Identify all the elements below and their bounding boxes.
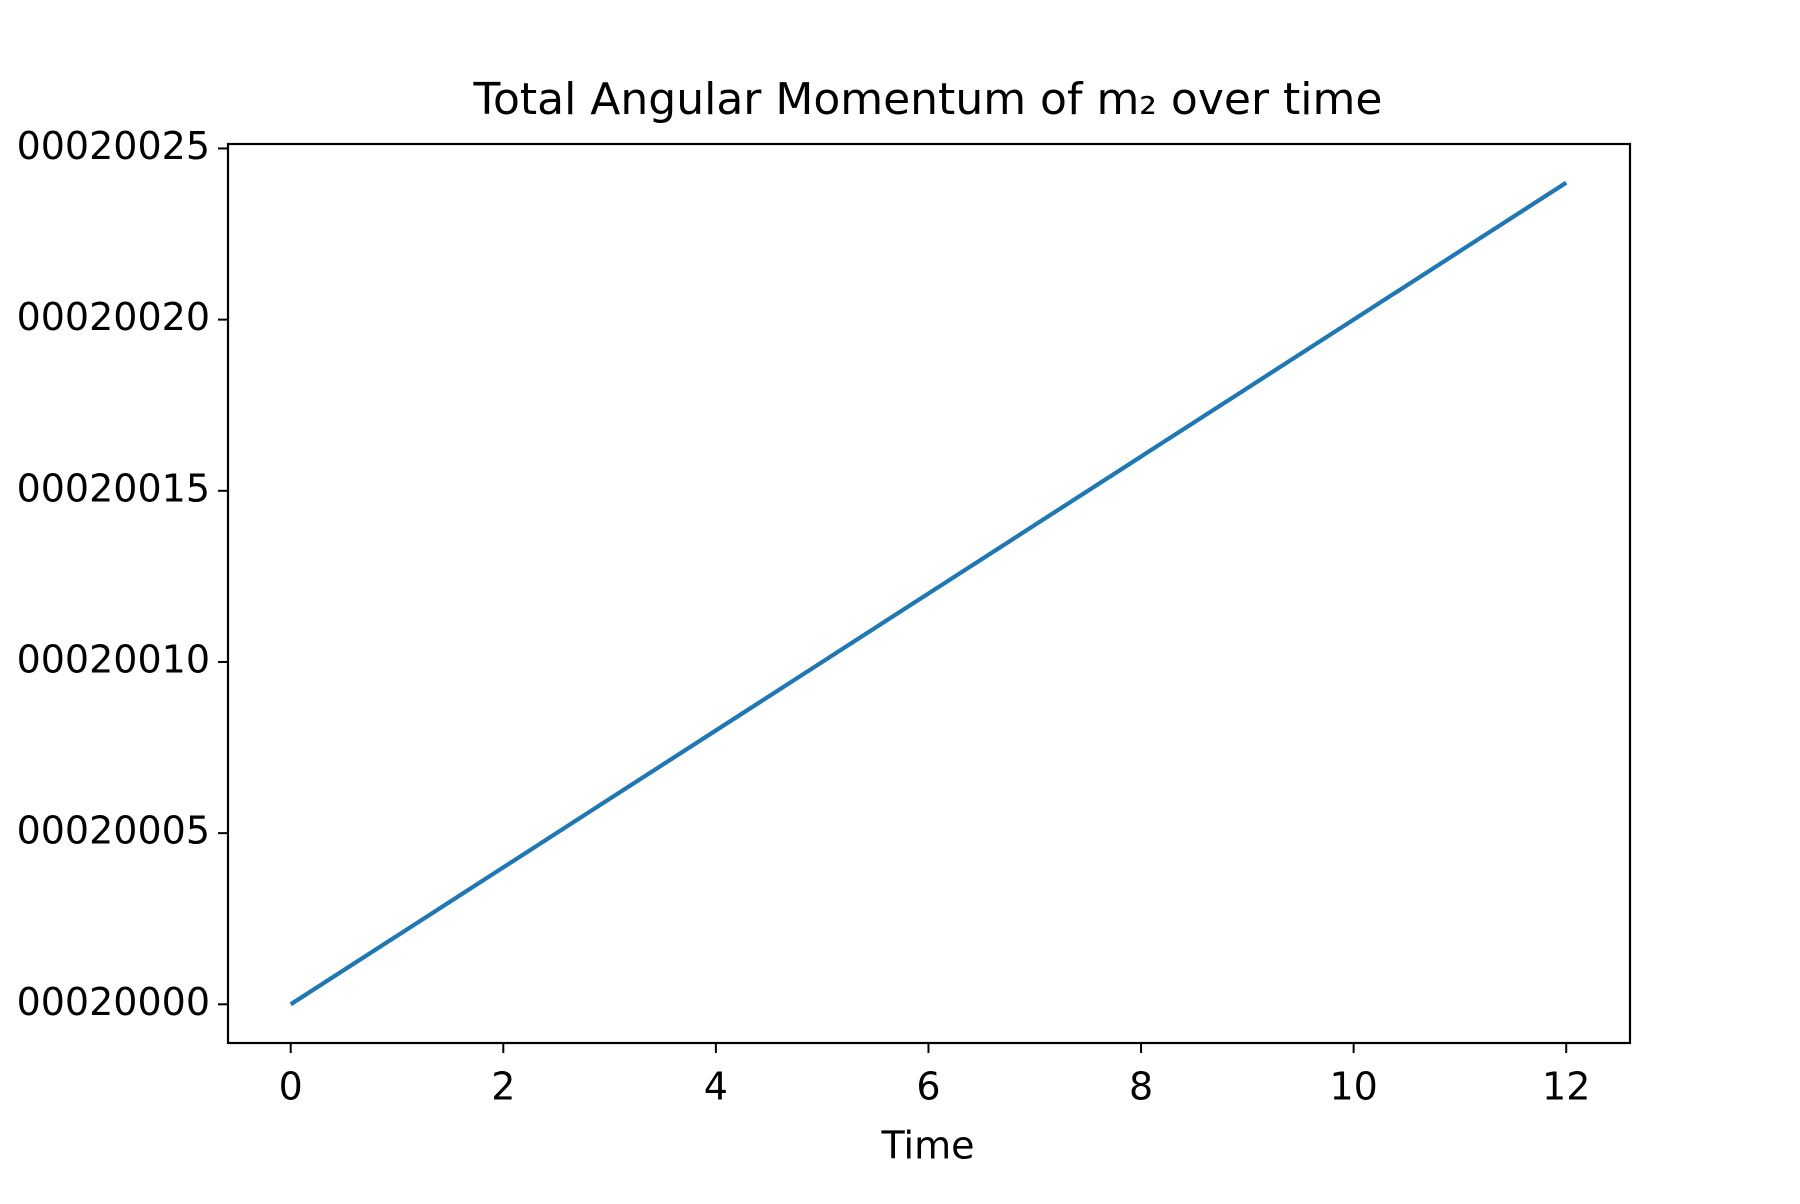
x-tick-label: 8 (1129, 1065, 1153, 1109)
y-tick-label: 00020000 (17, 980, 210, 1024)
y-tick-label: 00020005 (17, 809, 210, 853)
x-tick-label: 2 (491, 1065, 515, 1109)
x-tick-label: 6 (916, 1065, 940, 1109)
x-axis-label: Time (881, 1124, 975, 1168)
chart-title: Total Angular Momentum of m₂ over time (473, 74, 1383, 125)
x-tick-label: 10 (1329, 1065, 1377, 1109)
y-tick-label: 00020010 (17, 637, 210, 681)
line-series (289, 180, 1568, 1007)
y-tick-label: 00020025 (17, 124, 210, 168)
y-tick-label: 00020015 (17, 466, 210, 510)
plot-frame (226, 142, 1632, 1045)
y-tick-label: 00020020 (17, 295, 210, 339)
x-tick-label: 0 (279, 1065, 303, 1109)
x-tick-label: 4 (704, 1065, 728, 1109)
x-tick-label: 12 (1542, 1065, 1590, 1109)
